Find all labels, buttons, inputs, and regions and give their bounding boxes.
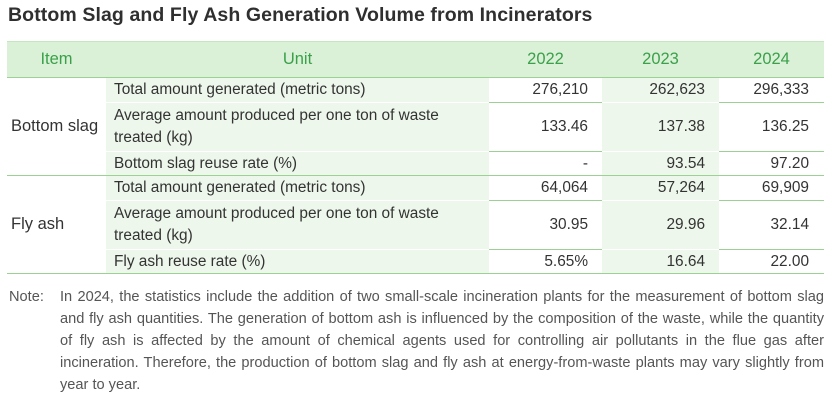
value-2024: 69,909 [719,175,824,201]
item-bottom-slag: Bottom slag [7,77,106,176]
header-unit: Unit [106,41,489,78]
value-2024: 296,333 [719,77,824,103]
value-2024: 22.00 [719,249,824,274]
value-2024: 97.20 [719,151,824,176]
header-year-2022: 2022 [489,41,602,78]
unit-cell: Bottom slag reuse rate (%) [106,151,489,176]
header-year-2024: 2024 [719,41,824,78]
page-title: Bottom Slag and Fly Ash Generation Volum… [8,4,593,26]
table-header-row: Item Unit 2022 2023 2024 [7,41,824,78]
table-row: Fly ash Total amount generated (metric t… [7,175,824,274]
value-2022: 64,064 [489,175,602,201]
value-2024: 136.25 [719,102,824,152]
table-row: Fly ash reuse rate (%) 5.65% 16.64 22.00 [7,249,824,274]
footnote-label: Note: [9,289,44,305]
value-2023: 16.64 [602,249,719,274]
value-2023: 57,264 [602,175,719,201]
unit-cell: Average amount produced per one ton of w… [106,200,489,250]
value-2022: - [489,151,602,176]
value-2022: 30.95 [489,200,602,250]
generation-table: Item Unit 2022 2023 2024 Bottom slag Tot… [7,41,824,274]
value-2022: 276,210 [489,77,602,103]
table-row: Average amount produced per one ton of w… [7,102,824,152]
unit-cell: Total amount generated (metric tons) [106,77,489,103]
unit-cell: Average amount produced per one ton of w… [106,102,489,152]
value-2024: 32.14 [719,200,824,250]
footnote-text: In 2024, the statistics include the addi… [60,289,824,393]
table-row: Average amount produced per one ton of w… [7,200,824,250]
unit-cell: Fly ash reuse rate (%) [106,249,489,274]
value-2023: 93.54 [602,151,719,176]
item-fly-ash: Fly ash [7,175,106,274]
unit-cell: Total amount generated (metric tons) [106,175,489,201]
value-2023: 137.38 [602,102,719,152]
header-year-2023: 2023 [602,41,719,78]
table-row: Bottom slag Total amount generated (metr… [7,77,824,176]
value-2023: 262,623 [602,77,719,103]
header-item: Item [7,41,106,78]
table-row: Bottom slag reuse rate (%) - 93.54 97.20 [7,151,824,176]
value-2022: 5.65% [489,249,602,274]
footnote: Note: In 2024, the statistics include th… [9,286,824,396]
value-2023: 29.96 [602,200,719,250]
value-2022: 133.46 [489,102,602,152]
